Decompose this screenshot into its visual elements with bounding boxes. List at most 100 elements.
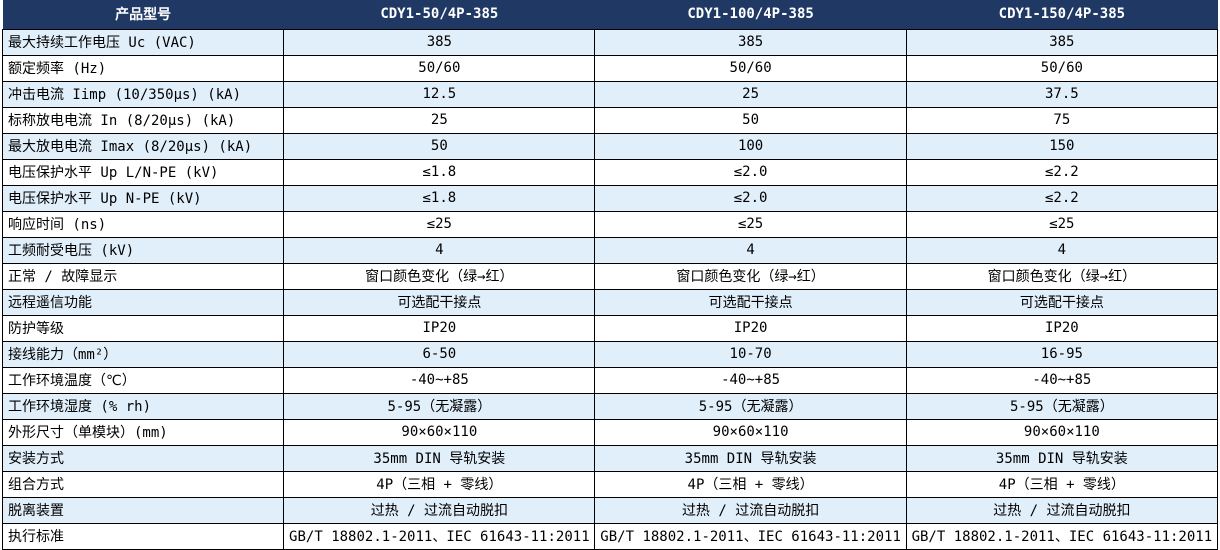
row-label-cell: 防护等级 [1,314,285,342]
row-label-cell: 远程遥信功能 [1,288,285,316]
value-cell: 4 [283,236,596,264]
table-header-row: 产品型号 CDY1-50/4P-385 CDY1-100/4P-385 CDY1… [2,0,1218,29]
table-row: 正常 / 故障显示 窗口颜色变化（绿→红） 窗口颜色变化（绿→红） 窗口颜色变化（绿→… [1,262,1219,290]
value-cell: 90×60×110 [283,418,596,446]
value-cell: 50/60 [594,54,907,82]
value-cell: GB/T 18802.1-2011、IEC 61643-11:2011 [905,522,1219,550]
value-cell: IP20 [594,314,907,342]
column-header-model-1: CDY1-50/4P-385 [283,0,595,29]
value-cell: 75 [905,106,1219,134]
value-cell: 窗口颜色变化（绿→红） [594,262,907,290]
table-row: 冲击电流 Iimp (10/350μs) (kA) 12.5 25 37.5 [1,80,1219,108]
value-cell: 50/60 [905,54,1219,82]
value-cell: 5-95（无凝露） [594,392,907,420]
value-cell: 50 [283,132,596,160]
row-label-cell: 执行标准 [1,522,285,550]
row-label-cell: 额定频率 (Hz) [1,54,285,82]
value-cell: 6-50 [283,340,596,368]
row-label-cell: 正常 / 故障显示 [1,262,285,290]
row-label-cell: 电压保护水平 Up L/N-PE (kV) [1,158,285,186]
value-cell: 25 [594,80,907,108]
value-cell: 35mm DIN 导轨安装 [905,444,1219,472]
column-header-product-model: 产品型号 [2,0,284,29]
table-row: 安装方式 35mm DIN 导轨安装 35mm DIN 导轨安装 35mm DIN 导… [1,444,1219,472]
value-cell: ≤2.0 [594,158,907,186]
value-cell: 4P（三相 + 零线） [905,470,1219,498]
table-row: 额定频率 (Hz) 50/60 50/60 50/60 [1,54,1219,82]
spec-table-body: 最大持续工作电压 Uc (VAC) 385 385 385 额定频率 (Hz) 50/60… [1,28,1219,550]
row-label-cell: 工作环境温度（℃） [1,366,285,394]
row-label-cell: 安装方式 [1,444,285,472]
value-cell: 12.5 [283,80,596,108]
row-label-cell: 冲击电流 Iimp (10/350μs) (kA) [1,80,285,108]
value-cell: 5-95（无凝露） [283,392,596,420]
value-cell: ≤25 [594,210,907,238]
value-cell: 4 [594,236,907,264]
value-cell: 4 [905,236,1219,264]
value-cell: 窗口颜色变化（绿→红） [283,262,596,290]
row-label-cell: 最大持续工作电压 Uc (VAC) [1,28,285,56]
table-row: 防护等级 IP20 IP20 IP20 [1,314,1219,342]
table-row: 标称放电电流 In (8/20μs) (kA) 25 50 75 [1,106,1219,134]
value-cell: 窗口颜色变化（绿→红） [905,262,1219,290]
value-cell: ≤25 [905,210,1219,238]
table-row: 脱离装置 过热 / 过流自动脱扣 过热 / 过流自动脱扣 过热 / 过流自动脱扣 [1,496,1219,524]
value-cell: ≤25 [283,210,596,238]
table-row: 接线能力（mm²） 6-50 10-70 16-95 [1,340,1219,368]
value-cell: 385 [283,28,596,56]
value-cell: ≤2.0 [594,184,907,212]
table-row: 远程遥信功能 可选配干接点 可选配干接点 可选配干接点 [1,288,1219,316]
value-cell: -40~+85 [594,366,907,394]
row-label-cell: 接线能力（mm²） [1,340,285,368]
value-cell: 50/60 [283,54,596,82]
value-cell: 90×60×110 [594,418,907,446]
value-cell: 90×60×110 [905,418,1219,446]
row-label-cell: 工作环境湿度 (% rh) [1,392,285,420]
value-cell: 100 [594,132,907,160]
value-cell: 150 [905,132,1219,160]
value-cell: 50 [594,106,907,134]
row-label-cell: 脱离装置 [1,496,285,524]
value-cell: GB/T 18802.1-2011、IEC 61643-11:2011 [283,522,596,550]
value-cell: -40~+85 [905,366,1219,394]
table-row: 工频耐受电压 (kV) 4 4 4 [1,236,1219,264]
value-cell: 25 [283,106,596,134]
value-cell: 过热 / 过流自动脱扣 [283,496,596,524]
column-header-model-3: CDY1-150/4P-385 [906,0,1218,29]
value-cell: 5-95（无凝露） [905,392,1219,420]
value-cell: 过热 / 过流自动脱扣 [905,496,1219,524]
value-cell: -40~+85 [283,366,596,394]
value-cell: 10-70 [594,340,907,368]
row-label-cell: 组合方式 [1,470,285,498]
value-cell: 35mm DIN 导轨安装 [594,444,907,472]
value-cell: 385 [905,28,1219,56]
value-cell: ≤1.8 [283,184,596,212]
row-label-cell: 标称放电电流 In (8/20μs) (kA) [1,106,285,134]
table-row: 工作环境湿度 (% rh) 5-95（无凝露） 5-95（无凝露） 5-95（无凝露） [1,392,1219,420]
table-row: 执行标准 GB/T 18802.1-2011、IEC 61643-11:2011 G… [1,522,1219,550]
value-cell: ≤1.8 [283,158,596,186]
column-header-model-2: CDY1-100/4P-385 [594,0,907,29]
table-row: 电压保护水平 Up L/N-PE (kV) ≤1.8 ≤2.0 ≤2.2 [1,158,1219,186]
row-label-cell: 电压保护水平 Up N-PE (kV) [1,184,285,212]
value-cell: 385 [594,28,907,56]
value-cell: IP20 [905,314,1219,342]
value-cell: 16-95 [905,340,1219,368]
value-cell: 可选配干接点 [283,288,596,316]
value-cell: 35mm DIN 导轨安装 [283,444,596,472]
table-row: 外形尺寸（单模块）(mm) 90×60×110 90×60×110 90×60×110 [1,418,1219,446]
table-row: 电压保护水平 Up N-PE (kV) ≤1.8 ≤2.0 ≤2.2 [1,184,1219,212]
row-label-cell: 工频耐受电压 (kV) [1,236,285,264]
value-cell: 4P（三相 + 零线） [283,470,596,498]
table-row: 最大持续工作电压 Uc (VAC) 385 385 385 [1,28,1219,56]
value-cell: 可选配干接点 [594,288,907,316]
value-cell: ≤2.2 [905,158,1219,186]
row-label-cell: 外形尺寸（单模块）(mm) [1,418,285,446]
row-label-cell: 最大放电电流 Imax (8/20μs) (kA) [1,132,285,160]
value-cell: 4P（三相 + 零线） [594,470,907,498]
value-cell: 过热 / 过流自动脱扣 [594,496,907,524]
value-cell: GB/T 18802.1-2011、IEC 61643-11:2011 [594,522,907,550]
value-cell: 37.5 [905,80,1219,108]
table-row: 工作环境温度（℃） -40~+85 -40~+85 -40~+85 [1,366,1219,394]
